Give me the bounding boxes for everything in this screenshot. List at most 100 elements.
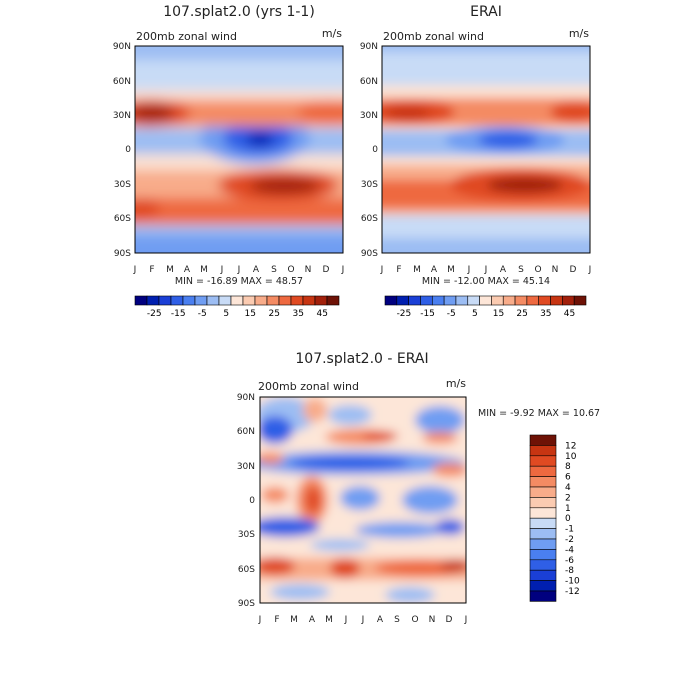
colorbar-swatch: [278, 295, 292, 306]
x-tick-label: J: [588, 265, 592, 275]
colorbar-swatch: [206, 295, 220, 306]
colorbar-swatch: [529, 497, 557, 509]
panel-diff-variable: 200mb zonal wind: [258, 380, 359, 393]
colorbar-swatch: [529, 486, 557, 498]
colorbar-swatch: [491, 295, 504, 306]
colorbar-label: 5: [472, 309, 478, 319]
colorbar-swatch: [158, 295, 172, 306]
colorbar-swatch: [326, 295, 340, 306]
x-tick-label: N: [552, 265, 559, 275]
colorbar-swatch: [573, 295, 587, 306]
x-tick-label: S: [394, 615, 400, 625]
panel-diff-field: [260, 397, 466, 603]
panel-obs-y-ticks: 90N 60N 30N 0 30S 60S 90S: [360, 42, 378, 259]
x-tick-label: M: [290, 615, 298, 625]
panel-model-field: [135, 46, 343, 253]
x-tick-label: J: [380, 265, 384, 275]
colorbar-swatch: [170, 295, 184, 306]
colorbar-swatch: [182, 295, 196, 306]
colorbar-swatch: [420, 295, 433, 306]
x-tick-label: O: [411, 615, 418, 625]
x-tick-label: O: [287, 265, 294, 275]
x-tick-label: A: [500, 265, 507, 275]
colorbar-swatch: [384, 295, 398, 306]
panel-model-title: 107.splat2.0 (yrs 1-1): [163, 4, 315, 20]
colorbar-label: 0: [565, 514, 571, 524]
colorbar-swatch: [218, 295, 232, 306]
panel-model-y-ticks: 90N 60N 30N 0 30S 60S 90S: [113, 42, 131, 259]
colorbar-swatch: [529, 559, 557, 571]
colorbar-label: 15: [493, 309, 504, 319]
colorbar-swatch: [529, 476, 557, 488]
colorbar-swatch: [194, 295, 208, 306]
panel-diff-y-ticks: 90N 60N 30N 0 30S 60S 90S: [237, 393, 255, 609]
colorbar-swatch: [396, 295, 409, 306]
colorbar-swatch: [314, 295, 328, 306]
panel-diff-stats: MIN = -9.92 MAX = 10.67: [478, 408, 600, 419]
colorbar-label: -8: [565, 566, 574, 576]
colorbar-swatch: [290, 295, 304, 306]
colorbar-label: -15: [420, 309, 435, 319]
colorbar-swatch: [529, 434, 557, 446]
colorbar-label: 6: [565, 473, 571, 483]
colorbar-label: 25: [268, 309, 279, 319]
colorbar-swatch: [550, 295, 563, 306]
y-tick-label: 30N: [113, 111, 131, 121]
panel-model-stats: MIN = -16.89 MAX = 48.57: [175, 276, 303, 287]
colorbar-label: -25: [397, 309, 412, 319]
y-tick-label: 30S: [361, 180, 378, 190]
colorbar-swatch: [431, 295, 445, 306]
colorbar-label: -4: [565, 545, 574, 555]
x-tick-label: N: [429, 615, 436, 625]
x-tick-label: M: [447, 265, 455, 275]
colorbar-label: -5: [447, 309, 456, 319]
y-tick-label: 90S: [238, 599, 255, 609]
y-tick-label: 30S: [238, 530, 255, 540]
y-tick-label: 90S: [114, 249, 131, 259]
colorbar-label: 35: [540, 309, 551, 319]
panel-diff-title: 107.splat2.0 - ERAI: [295, 351, 428, 367]
x-tick-label: A: [253, 265, 260, 275]
y-tick-label: 0: [125, 145, 131, 155]
panel-model-x-ticks: J F M A M J J A S O N D J: [133, 265, 345, 275]
panel-model: 107.splat2.0 (yrs 1-1) 200mb zonal wind …: [113, 4, 345, 319]
x-tick-label: A: [431, 265, 438, 275]
y-tick-label: 90N: [113, 42, 131, 52]
colorbar-swatch: [529, 445, 557, 457]
colorbar-swatch: [529, 590, 557, 602]
colorbar-label: -15: [171, 309, 186, 319]
colorbar-swatch: [242, 295, 256, 306]
x-tick-label: F: [149, 265, 154, 275]
colorbar-swatch: [529, 517, 557, 529]
colorbar-swatch: [529, 455, 557, 467]
colorbar-label: -5: [198, 309, 207, 319]
panel-obs-title: ERAI: [470, 4, 502, 20]
colorbar-swatch: [254, 295, 268, 306]
colorbar-swatch: [514, 295, 528, 306]
colorbar-swatch: [479, 295, 492, 306]
colorbar-label: 45: [316, 309, 327, 319]
colorbar-swatch: [529, 549, 557, 561]
x-tick-label: J: [237, 265, 241, 275]
colorbar-label: -2: [565, 535, 574, 545]
y-tick-label: 0: [372, 145, 378, 155]
colorbar-label: 5: [223, 309, 229, 319]
x-tick-label: S: [271, 265, 277, 275]
colorbar-swatch: [443, 295, 457, 306]
colorbar-label: 2: [565, 493, 571, 503]
colorbar-swatch: [538, 295, 551, 306]
colorbar-swatch: [302, 295, 316, 306]
colorbar-swatch: [529, 538, 557, 550]
colorbar-label: -12: [565, 587, 580, 597]
colorbar-label: 25: [516, 309, 527, 319]
colorbar-swatch: [230, 295, 244, 306]
colorbar-swatch: [562, 295, 575, 306]
y-tick-label: 30N: [360, 111, 378, 121]
colorbar-swatch: [529, 528, 557, 540]
y-tick-label: 60S: [361, 214, 378, 224]
x-tick-label: M: [166, 265, 174, 275]
colorbar-swatch: [529, 465, 557, 477]
y-tick-label: 60N: [113, 77, 131, 87]
x-tick-label: A: [377, 615, 384, 625]
